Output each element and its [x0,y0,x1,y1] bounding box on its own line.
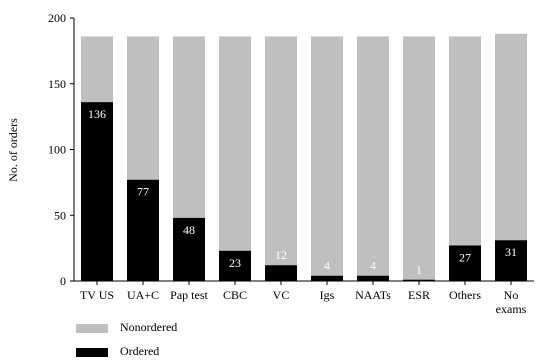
bar-ordered [265,265,297,281]
legend-item-ordered: Ordered [76,344,276,360]
x-tick-label: UA+C [127,288,159,302]
data-label: 77 [137,185,149,199]
bar-ordered [403,279,435,281]
x-tick-label: Igs [320,288,335,302]
data-label: 4 [324,259,330,273]
legend-label-nonordered: Nonordered [120,320,178,334]
y-tick-label: 200 [48,11,66,25]
data-label: 48 [183,223,195,237]
y-axis-label: No. of orders [6,118,20,182]
bar-ordered [219,250,251,281]
bar-nonordered [449,36,481,246]
y-tick-label: 0 [60,274,66,288]
legend-swatch-ordered [76,348,108,357]
bar-nonordered [127,36,159,180]
axes: 0 50 100 150 200 TV US UA+C Pap test CBC VC Igs NAA… [48,11,534,316]
bar-nonordered [403,36,435,280]
bar-nonordered [173,36,205,218]
y-tick-label: 50 [54,208,66,222]
legend: Nonordered Ordered [76,320,276,362]
bar-nonordered [357,36,389,276]
y-tick-label: 150 [48,77,66,91]
data-label: 23 [229,256,241,270]
legend-label-ordered: Ordered [120,344,160,358]
bar-ordered [81,102,113,281]
x-tick-label: CBC [223,288,247,302]
x-tick-label: ESR [408,288,430,302]
x-tick-label: No exams [496,288,527,316]
bar-ordered [449,245,481,281]
bar-ordered [311,275,343,281]
bar-nonordered [81,36,113,103]
data-label: 27 [459,250,471,264]
bar-ordered [357,275,389,281]
data-label: 1 [416,263,422,277]
x-tick-label: Others [449,288,481,302]
bars: 136 77 48 23 12 4 4 1 27 31 [81,33,527,281]
data-label: 136 [88,107,106,121]
legend-swatch-nonordered [76,324,108,333]
x-tick-label: NAATs [355,288,391,302]
x-tick-label: TV US [80,288,114,302]
bar-ordered [495,240,527,281]
y-tick-label: 100 [48,143,66,157]
x-tick-label: VC [273,288,290,302]
data-label: 12 [275,248,287,262]
bar-nonordered [311,36,343,276]
stacked-bar-chart: 0 50 100 150 200 TV US UA+C Pap test CBC VC Igs NAA… [6,11,534,316]
bar-ordered [173,217,205,281]
bar-nonordered [219,36,251,251]
x-tick-label: Pap test [170,288,208,302]
legend-item-nonordered: Nonordered [76,320,276,336]
bar-nonordered [495,33,527,241]
bar-ordered [127,179,159,281]
data-label: 31 [505,245,517,259]
bar-nonordered [265,36,297,266]
data-label: 4 [370,259,376,273]
